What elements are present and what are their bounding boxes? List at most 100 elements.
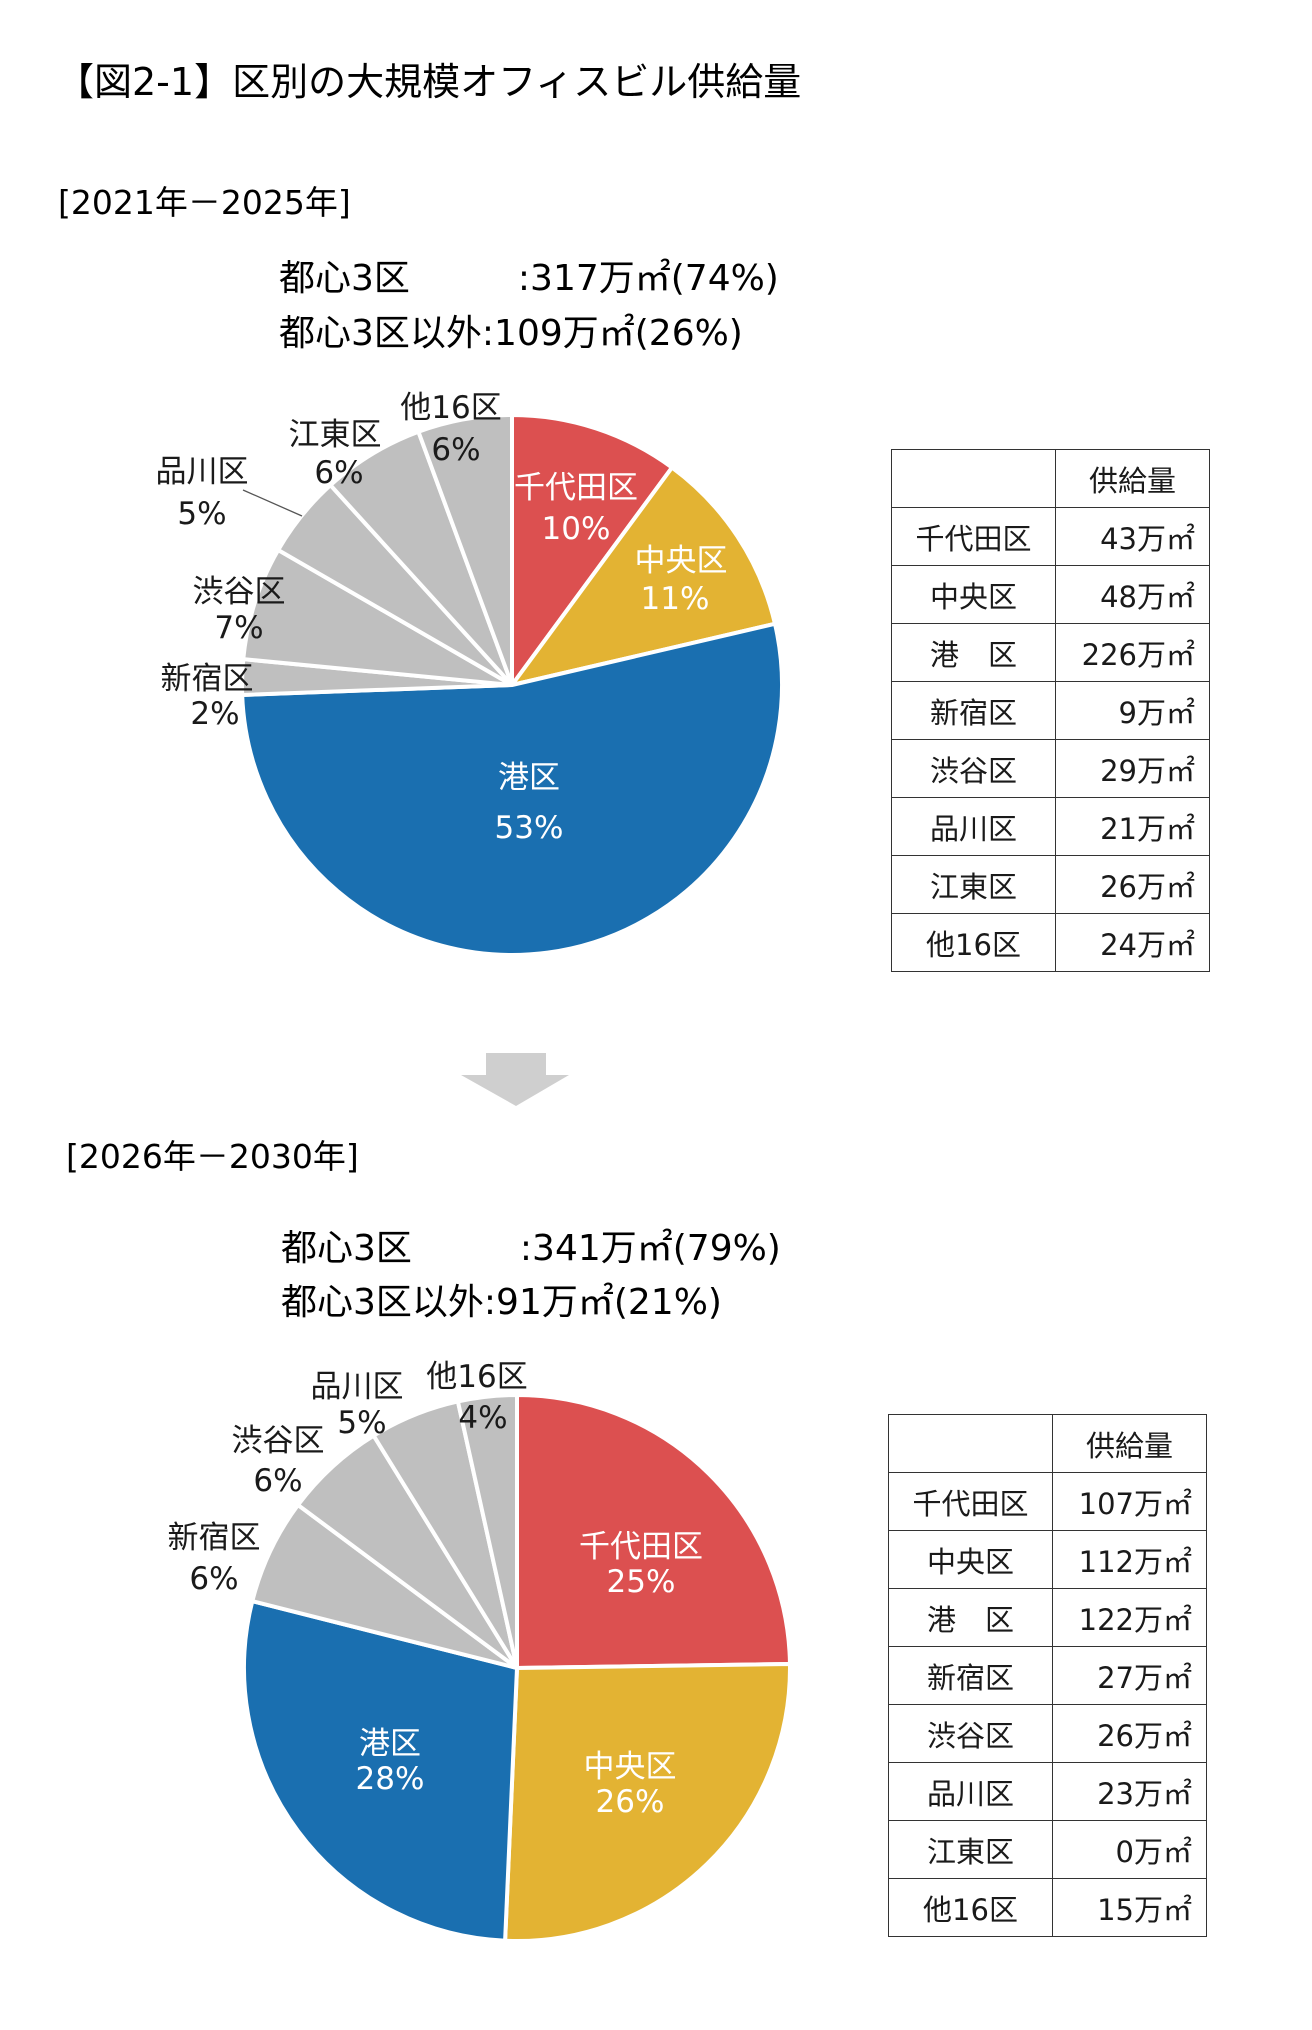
pct-chuo: 26% bbox=[596, 1784, 665, 1820]
supply-value: 23万㎡ bbox=[1052, 1762, 1207, 1821]
ward-name: 中央区 bbox=[891, 565, 1056, 624]
ward-name: 他16区 bbox=[891, 913, 1056, 972]
supply-value: 27万㎡ bbox=[1052, 1646, 1207, 1705]
header-supply: 供給量 bbox=[1052, 1414, 1207, 1473]
supply-value: 112万㎡ bbox=[1052, 1530, 1207, 1589]
pie-chart-2026-2030 bbox=[242, 1392, 793, 1943]
supply-value: 0万㎡ bbox=[1052, 1820, 1207, 1879]
leader-line-shinagawa bbox=[242, 489, 303, 517]
pie-slice-other16 bbox=[415, 412, 514, 686]
pct-shibuya: 6% bbox=[253, 1463, 302, 1499]
table-row: 品川区 23万㎡ bbox=[888, 1762, 1207, 1821]
table-row: 新宿区 9万㎡ bbox=[891, 681, 1210, 740]
table-row: 港 区 226万㎡ bbox=[891, 623, 1210, 682]
ward-name: 港 区 bbox=[888, 1588, 1053, 1647]
label-chuo: 中央区 bbox=[635, 543, 728, 579]
label-shibuya: 渋谷区 bbox=[232, 1423, 325, 1459]
pie-slice-minato bbox=[240, 621, 784, 957]
ward-name: 品川区 bbox=[891, 797, 1056, 856]
table-row: 他16区 24万㎡ bbox=[891, 913, 1210, 972]
ward-name: 中央区 bbox=[888, 1530, 1053, 1589]
supply-value: 21万㎡ bbox=[1055, 797, 1210, 856]
supply-value: 29万㎡ bbox=[1055, 739, 1210, 798]
down-arrow-icon bbox=[461, 1053, 569, 1106]
table-row: 品川区 21万㎡ bbox=[891, 797, 1210, 856]
pie-slice-chuo bbox=[503, 1662, 792, 1943]
table-header-row: 供給量 bbox=[891, 449, 1210, 508]
supply-value: 107万㎡ bbox=[1052, 1472, 1207, 1531]
pct-shibuya: 7% bbox=[214, 610, 263, 646]
pie-slice-shibuya bbox=[241, 547, 513, 687]
pct-shinagawa: 5% bbox=[337, 1405, 386, 1441]
table-row: 港 区 122万㎡ bbox=[888, 1588, 1207, 1647]
supply-value: 122万㎡ bbox=[1052, 1588, 1207, 1647]
table-row: 江東区 0万㎡ bbox=[888, 1820, 1207, 1879]
pct-shinjuku: 2% bbox=[190, 696, 239, 732]
summary-line-2a: 都心3区 :341万㎡(79%) bbox=[281, 1227, 781, 1269]
label-chiyoda: 千代田区 bbox=[579, 1529, 703, 1565]
label-minato: 港区 bbox=[498, 760, 560, 796]
table-row: 千代田区 107万㎡ bbox=[888, 1472, 1207, 1531]
pie-slice-chiyoda bbox=[510, 412, 675, 692]
pct-minato: 28% bbox=[356, 1761, 425, 1797]
label-chiyoda: 千代田区 bbox=[514, 470, 638, 506]
ward-name: 江東区 bbox=[888, 1820, 1053, 1879]
header-blank-cell bbox=[891, 449, 1056, 508]
header-supply: 供給量 bbox=[1055, 449, 1210, 508]
pct-chuo: 11% bbox=[641, 581, 710, 617]
table-row: 新宿区 27万㎡ bbox=[888, 1646, 1207, 1705]
supply-value: 43万㎡ bbox=[1055, 507, 1210, 566]
supply-value: 48万㎡ bbox=[1055, 565, 1210, 624]
table-row: 江東区 26万㎡ bbox=[891, 855, 1210, 914]
ward-name: 港 区 bbox=[891, 623, 1056, 682]
pie-slice-other16 bbox=[455, 1392, 519, 1669]
ward-name: 品川区 bbox=[888, 1762, 1053, 1821]
summary-line-1a: 都心3区 :317万㎡(74%) bbox=[279, 257, 779, 299]
pie-slice-chuo bbox=[507, 464, 778, 689]
pie-slice-chiyoda bbox=[515, 1392, 793, 1671]
pct-koto: 6% bbox=[314, 455, 363, 491]
table-row: 千代田区 43万㎡ bbox=[891, 507, 1210, 566]
pct-minato: 53% bbox=[495, 810, 564, 846]
pie1-labels: 千代田区 10% 中央区 11% 港区 53% 新宿区 2% 渋谷区 7% 品川… bbox=[156, 390, 728, 846]
supply-value: 15万㎡ bbox=[1052, 1878, 1207, 1937]
label-other16: 他16区 bbox=[400, 390, 501, 426]
supply-value: 9万㎡ bbox=[1055, 681, 1210, 740]
ward-name: 渋谷区 bbox=[891, 739, 1056, 798]
label-shibuya: 渋谷区 bbox=[193, 574, 286, 610]
summary-line-2b: 都心3区以外:91万㎡(21%) bbox=[281, 1281, 722, 1323]
pie-chart-2021-2025 bbox=[240, 412, 784, 957]
supply-value: 226万㎡ bbox=[1055, 623, 1210, 682]
label-other16: 他16区 bbox=[426, 1359, 527, 1395]
label-minato: 港区 bbox=[359, 1726, 421, 1762]
supply-value: 26万㎡ bbox=[1052, 1704, 1207, 1763]
pct-chiyoda: 10% bbox=[542, 511, 611, 547]
period-heading-2: [2026年－2030年] bbox=[66, 1137, 359, 1176]
ward-name: 他16区 bbox=[888, 1878, 1053, 1937]
table-row: 中央区 112万㎡ bbox=[888, 1530, 1207, 1589]
pct-chiyoda: 25% bbox=[607, 1564, 676, 1600]
summary-line-1b: 都心3区以外:109万㎡(26%) bbox=[279, 312, 743, 354]
table-row: 中央区 48万㎡ bbox=[891, 565, 1210, 624]
ward-name: 新宿区 bbox=[888, 1646, 1053, 1705]
ward-name: 千代田区 bbox=[891, 507, 1056, 566]
figure-title: 【図2-1】区別の大規模オフィスビル供給量 bbox=[56, 60, 801, 104]
pct-shinjuku: 6% bbox=[189, 1561, 238, 1597]
pct-shinagawa: 5% bbox=[177, 496, 226, 532]
header-blank-cell bbox=[888, 1414, 1053, 1473]
table-header-row: 供給量 bbox=[888, 1414, 1207, 1473]
period-heading-1: [2021年－2025年] bbox=[58, 183, 351, 222]
supply-value: 24万㎡ bbox=[1055, 913, 1210, 972]
ward-name: 渋谷区 bbox=[888, 1704, 1053, 1763]
label-shinagawa: 品川区 bbox=[156, 454, 249, 490]
table-row: 他16区 15万㎡ bbox=[888, 1878, 1207, 1937]
table-row: 渋谷区 29万㎡ bbox=[891, 739, 1210, 798]
label-chuo: 中央区 bbox=[584, 1749, 677, 1785]
pie-slice-minato bbox=[242, 1598, 520, 1943]
label-shinjuku: 新宿区 bbox=[168, 1520, 261, 1556]
table-row: 渋谷区 26万㎡ bbox=[888, 1704, 1207, 1763]
pct-other16: 6% bbox=[431, 432, 480, 468]
